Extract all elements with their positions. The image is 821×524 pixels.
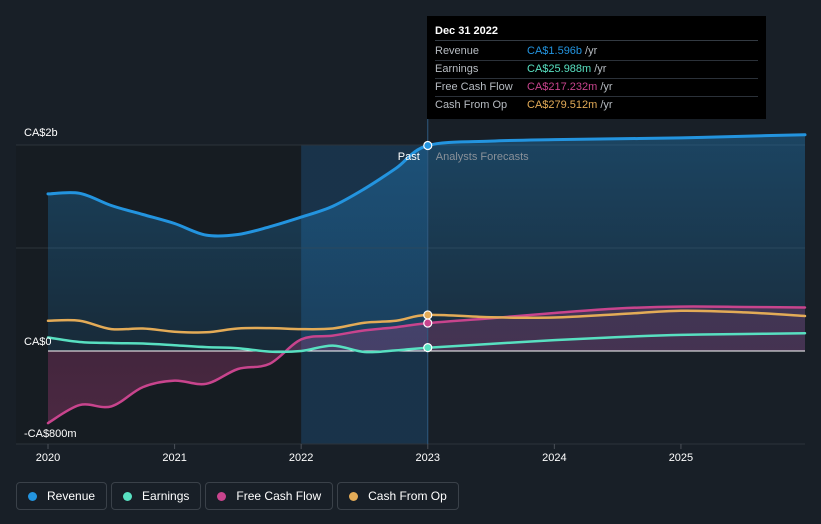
tooltip-label: Cash From Op [435,99,508,111]
y-axis-label: CA$0 [24,336,52,348]
tooltip-label: Free Cash Flow [435,81,513,93]
x-tick-label: 2025 [669,452,693,464]
revenue-line [46,133,807,238]
x-tick-label: 2023 [416,452,440,464]
forecast-label: Analysts Forecasts [436,151,529,163]
tooltip-label: Earnings [435,63,479,75]
fcf-line [46,305,807,425]
earnings-marker [423,343,433,353]
tooltip-value: CA$1.596b [527,45,583,57]
tooltip-unit: /yr [600,81,613,93]
cfo-marker [423,310,433,320]
fcf-marker [423,318,433,328]
tooltip: Dec 31 2022 Revenue CA$1.596b /yr Earnin… [427,16,766,119]
tooltip-row-free-cash-flow: Free Cash Flow CA$217.232m /yr [435,79,758,97]
tooltip-date: Dec 31 2022 [435,24,758,41]
tooltip-unit: /yr [594,63,607,75]
tooltip-unit: /yr [600,99,613,111]
series-lines [46,133,807,425]
series-areas [48,134,805,424]
legend-label: Revenue [47,489,96,503]
legend-label: Cash From Op [368,489,447,503]
tooltip-row-earnings: Earnings CA$25.988m /yr [435,61,758,79]
legend-dot-icon [28,491,37,501]
cfo-line [46,309,807,334]
legend: Revenue Earnings Free Cash Flow Cash Fro… [16,482,459,510]
y-axis-label: CA$2b [24,127,58,139]
legend-item-free-cash-flow[interactable]: Free Cash Flow [205,482,334,510]
tooltip-label: Revenue [435,45,480,57]
x-tick-label: 2020 [36,452,60,464]
revenue-marker [423,140,433,151]
tooltip-value: CA$217.232m [527,81,598,93]
revenue-area [48,134,805,351]
tooltip-value: CA$279.512m [527,99,598,111]
legend-dot-icon [123,491,133,501]
tooltip-unit: /yr [585,45,598,57]
x-tick-label: 2022 [289,452,313,464]
legend-label: Earnings [142,489,190,503]
x-axis-ticks: 2020 2021 2022 2023 2024 2025 [36,444,693,464]
legend-dot-icon [349,491,359,501]
earnings-line [46,331,807,354]
tooltip-row-revenue: Revenue CA$1.596b /yr [435,43,758,61]
y-axis-labels: CA$2b CA$0 -CA$800m [24,127,77,440]
series-markers [423,140,433,353]
y-axis-label: -CA$800m [24,428,77,440]
x-tick-label: 2024 [542,452,566,464]
past-label: Past [398,151,420,163]
x-tick-label: 2021 [162,452,186,464]
legend-dot-icon [217,491,227,501]
fcf-area [48,306,805,424]
tooltip-row-cash-from-op: Cash From Op CA$279.512m /yr [435,97,758,114]
legend-item-earnings[interactable]: Earnings [111,482,202,510]
legend-item-revenue[interactable]: Revenue [16,482,108,510]
legend-label: Free Cash Flow [236,489,322,503]
tooltip-value: CA$25.988m [527,63,592,75]
legend-item-cash-from-op[interactable]: Cash From Op [337,482,459,510]
